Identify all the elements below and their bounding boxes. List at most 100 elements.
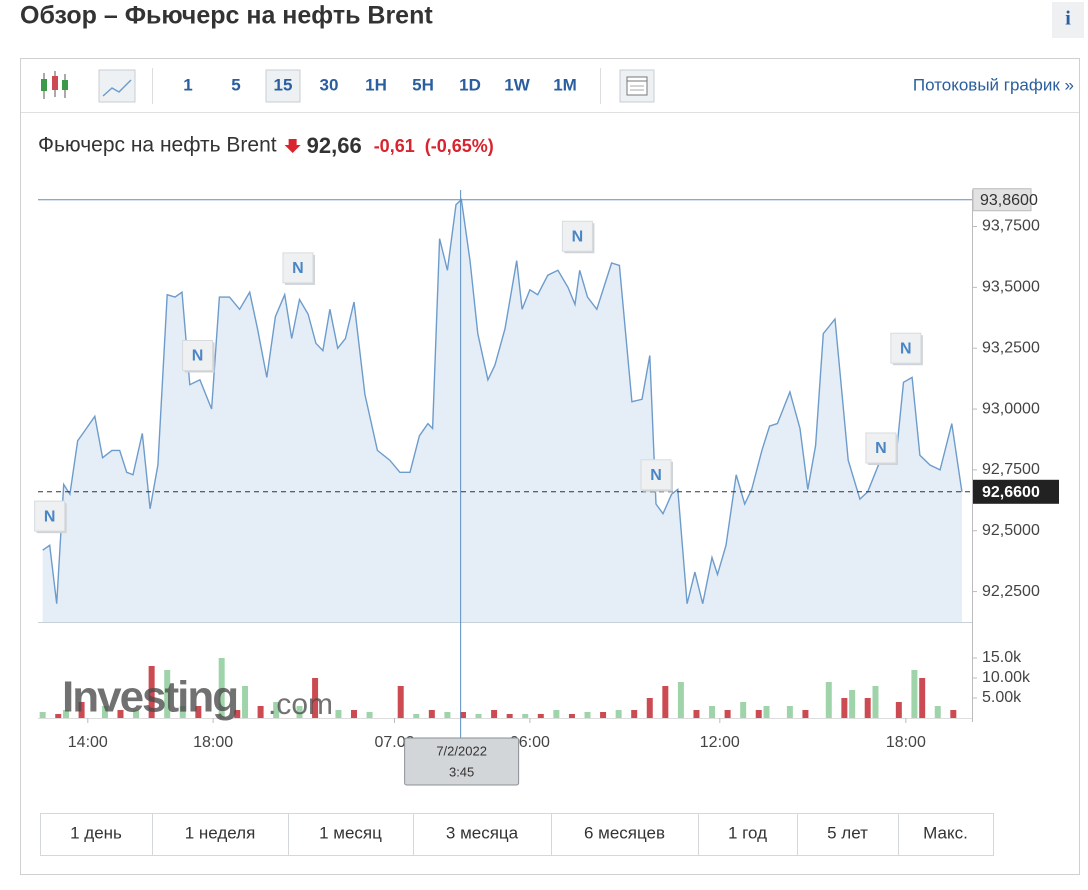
volume-bar xyxy=(740,702,747,718)
news-label[interactable]: N xyxy=(650,467,662,484)
quote-change: -0,61 xyxy=(374,136,415,156)
interval-button[interactable]: 1D xyxy=(459,75,481,94)
volume-bar xyxy=(506,714,513,718)
interval-button[interactable]: 5H xyxy=(412,75,434,94)
volume-bar xyxy=(101,706,108,718)
news-marker[interactable] xyxy=(865,432,897,464)
news-marker[interactable] xyxy=(640,459,672,491)
period-button[interactable] xyxy=(551,813,699,856)
volume-bar xyxy=(164,670,171,718)
period-button[interactable] xyxy=(40,813,153,856)
volume-bar xyxy=(864,698,871,718)
volume-bar xyxy=(584,712,591,718)
news-label[interactable]: N xyxy=(875,440,887,457)
volume-tick-label: 10.00k xyxy=(982,669,1031,686)
volume-bar xyxy=(841,698,848,718)
line-chart-icon[interactable] xyxy=(98,69,136,103)
volume-bar xyxy=(693,710,700,718)
news-marker[interactable] xyxy=(890,332,922,364)
settings-icon[interactable] xyxy=(619,69,655,103)
y-tick-label: 92,5000 xyxy=(982,522,1040,539)
volume-bar xyxy=(366,712,373,718)
volume-bar xyxy=(872,686,879,718)
period-button[interactable] xyxy=(698,813,798,856)
volume-bar xyxy=(257,706,264,718)
volume-bar xyxy=(802,710,809,718)
volume-bar xyxy=(428,710,435,718)
volume-bar xyxy=(568,714,575,718)
volume-bar xyxy=(919,678,926,718)
info-button[interactable] xyxy=(1052,2,1084,38)
volume-tick-label: 5.00k xyxy=(982,689,1022,706)
news-marker[interactable] xyxy=(182,339,214,371)
interval-button[interactable]: 30 xyxy=(320,75,339,94)
volume-bar xyxy=(537,714,544,718)
period-label[interactable]: 1 день xyxy=(70,823,122,842)
volume-bar xyxy=(39,712,46,718)
volume-bar xyxy=(444,712,451,718)
period-label[interactable]: 1 неделя xyxy=(185,823,256,842)
period-button[interactable] xyxy=(797,813,899,856)
interval-button[interactable]: 1M xyxy=(553,75,577,94)
watermark: .com xyxy=(268,688,333,721)
volume-bar xyxy=(296,706,303,718)
widget-frame xyxy=(20,58,1080,875)
volume-bar xyxy=(351,710,358,718)
quote-price: 92,66 xyxy=(307,133,362,158)
interval-button[interactable]: 5 xyxy=(231,75,240,94)
y-tick-label: 92,2500 xyxy=(982,583,1040,600)
news-label[interactable]: N xyxy=(44,508,56,525)
volume-bar xyxy=(397,686,404,718)
volume-bar xyxy=(413,714,420,718)
quote-values: 92,66 -0,61 (-0,65%) xyxy=(284,133,494,158)
interval-button[interactable]: 1W xyxy=(504,75,530,94)
volume-bar xyxy=(646,698,653,718)
volume-bar xyxy=(491,710,498,718)
interval-button[interactable]: 1 xyxy=(183,75,192,94)
interval-button[interactable]: 15 xyxy=(274,75,293,94)
volume-bar xyxy=(234,710,241,718)
period-button[interactable] xyxy=(152,813,289,856)
volume-bar xyxy=(786,706,793,718)
volume-bar xyxy=(631,710,638,718)
volume-bar xyxy=(133,710,140,718)
x-tick-label: 18:00 xyxy=(886,734,926,751)
stream-link[interactable]: Потоковый график » xyxy=(913,75,1074,94)
news-label[interactable]: N xyxy=(900,340,912,357)
period-button[interactable] xyxy=(898,813,994,856)
news-label[interactable]: N xyxy=(192,348,204,365)
volume-bar xyxy=(950,710,957,718)
interval-selected[interactable] xyxy=(265,69,301,103)
period-button[interactable] xyxy=(288,813,414,856)
news-marker[interactable] xyxy=(34,500,66,532)
news-marker[interactable] xyxy=(282,252,314,284)
period-label[interactable]: 6 месяцев xyxy=(584,823,665,842)
period-label[interactable]: Макс. xyxy=(923,823,968,842)
news-label[interactable]: N xyxy=(292,260,304,277)
period-label[interactable]: 5 лет xyxy=(827,823,868,842)
tooltip-date: 7/2/2022 xyxy=(436,743,487,758)
x-tick-label: 18:00 xyxy=(193,734,233,751)
down-arrow xyxy=(284,139,301,153)
volume-bar xyxy=(459,712,466,718)
period-label[interactable]: 1 месяц xyxy=(319,823,382,842)
news-marker[interactable] xyxy=(561,220,593,252)
info-icon[interactable]: i xyxy=(1065,8,1071,30)
period-label[interactable]: 3 месяца xyxy=(446,823,519,842)
period-label[interactable]: 1 год xyxy=(728,823,767,842)
volume-bar xyxy=(849,690,856,718)
quote-name: Фьючерс на нефть Brent xyxy=(38,134,277,157)
x-tick-label: 14:00 xyxy=(68,734,108,751)
price-area xyxy=(42,199,962,622)
volume-bar xyxy=(242,686,249,718)
interval-button[interactable]: 1H xyxy=(365,75,387,94)
candles-icon[interactable] xyxy=(41,71,68,99)
volume-bar xyxy=(195,706,202,718)
volume-bar xyxy=(724,710,731,718)
volume-bar xyxy=(522,714,529,718)
period-button[interactable] xyxy=(413,813,552,856)
news-label[interactable]: N xyxy=(572,228,584,245)
volume-bar xyxy=(63,710,70,718)
